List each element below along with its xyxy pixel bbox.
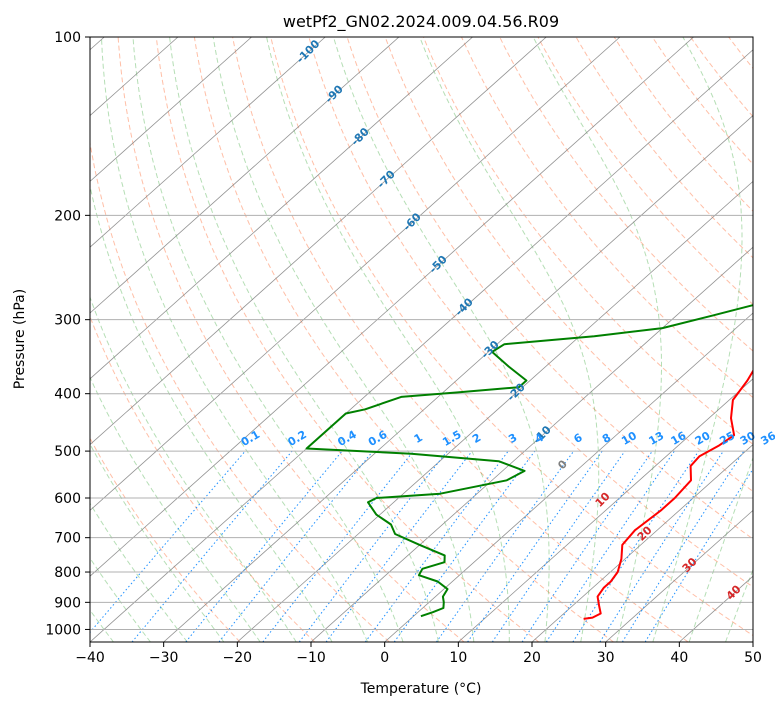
- dry-adiabat-line: [651, 37, 753, 165]
- mixing-ratio-line: [364, 450, 509, 642]
- dry-adiabat-line: [193, 37, 614, 642]
- moist-adiabat-line: [169, 37, 439, 642]
- moist-adiabat-line: [212, 37, 475, 642]
- skew-isotherm-line: [90, 37, 621, 511]
- dry-adiabat-line: [270, 37, 753, 637]
- mixing-ratio-line: [131, 450, 293, 642]
- skew-isotherm-line: [90, 37, 252, 182]
- skew-isotherm-line: [90, 37, 547, 446]
- y-axis: 1000 900 800 700 600 500 400 300 200 100: [45, 30, 90, 638]
- mixing-ratio-line: [572, 450, 700, 642]
- pressure-gridlines: [90, 37, 753, 630]
- moist-adiabat-line: [90, 557, 151, 642]
- y-tick-label: 1000: [45, 622, 81, 638]
- y-tick-label: 100: [54, 30, 81, 46]
- skew-isotherm-line: [163, 115, 753, 642]
- dry-adiabat-line: [384, 37, 753, 493]
- skew-isotherm-line: [458, 378, 753, 642]
- moist-adiabat-line: [419, 37, 600, 642]
- moist-adiabat-line: [90, 443, 225, 642]
- chart-title: wetPf2_GN02.2024.009.04.56.R09: [283, 12, 559, 32]
- x-tick-label: 0: [380, 650, 389, 666]
- y-axis-label: Pressure (hPa): [12, 289, 28, 389]
- x-tick-label: 10: [449, 650, 467, 666]
- mixing-ratio-line: [545, 450, 675, 642]
- y-tick-label: 600: [54, 491, 81, 507]
- mixing-ratio-line: [393, 450, 536, 642]
- dry-adiabat-line: [155, 37, 540, 642]
- y-tick-label: 500: [54, 444, 81, 460]
- moist-adiabat-line: [101, 37, 369, 642]
- x-tick-label: −30: [149, 650, 179, 666]
- skew-isotherm-line: [90, 49, 753, 642]
- x-tick-label: −10: [296, 650, 326, 666]
- dewpoint-profile-line: [305, 304, 753, 618]
- moist-adiabat-line: [90, 295, 297, 642]
- skew-isotherm-line: [90, 37, 473, 380]
- skew-isotherm-line: [90, 37, 400, 314]
- dry-adiabat-line: [461, 37, 753, 399]
- dry-adiabat-line: [575, 37, 753, 259]
- moist-adiabat-line: [688, 456, 753, 642]
- moist-adiabat-line: [90, 183, 333, 642]
- temperature-profile-line: [583, 369, 753, 620]
- sounding-profiles: [305, 304, 753, 620]
- moist-adiabat-line: [532, 37, 662, 642]
- dry-adiabat-line: [232, 37, 689, 642]
- dry-adiabat-line: [346, 37, 753, 540]
- skew-isotherm-line: [90, 37, 694, 577]
- mixing-ratio-line: [436, 450, 575, 642]
- x-tick-label: −40: [75, 650, 105, 666]
- skew-isotherm-line: [310, 246, 753, 642]
- x-tick-label: 30: [597, 650, 615, 666]
- x-axis: −40 −30 −20 −10 0 10 20 30 40 50: [75, 642, 762, 666]
- dry-adiabat-line: [537, 37, 753, 306]
- dry-adiabat-line: [90, 437, 241, 642]
- mixing-ratio-line: [218, 450, 374, 642]
- skew-isotherm-line: [237, 180, 753, 642]
- skew-isotherm-line: [605, 509, 753, 642]
- y-tick-label: 900: [54, 595, 81, 611]
- mixing-ratio-line: [621, 450, 745, 642]
- mixing-ratio-line: [491, 450, 626, 642]
- moist-adiabat-line: [132, 37, 404, 642]
- dry-adiabat-line: [308, 37, 753, 588]
- mixing-ratio-line: [521, 450, 653, 642]
- background-lines: [90, 37, 753, 642]
- x-tick-label: 50: [744, 650, 762, 666]
- mixing-ratio-line: [467, 450, 603, 642]
- x-axis-label: Temperature (°C): [360, 681, 482, 697]
- y-tick-label: 300: [54, 313, 81, 329]
- dry-adiabat-line: [90, 140, 390, 642]
- mixing-ratio-line: [185, 450, 343, 642]
- x-tick-label: −20: [223, 650, 253, 666]
- dry-adiabat-line: [90, 315, 316, 642]
- dry-adiabat-line: [499, 37, 753, 352]
- moist-adiabat-line: [90, 502, 188, 642]
- plot-frame: [89, 36, 754, 643]
- moist-adiabat-line: [652, 37, 743, 642]
- y-tick-label: 700: [54, 531, 81, 547]
- moist-adiabat-line: [333, 37, 550, 642]
- dry-adiabat-line: [117, 37, 465, 642]
- mixing-ratio-label: 36: [759, 429, 775, 448]
- y-tick-label: 800: [54, 565, 81, 581]
- mixing-ratio-line: [599, 450, 724, 642]
- y-tick-label: 400: [54, 387, 81, 403]
- skew-isotherm-line: [531, 444, 753, 642]
- x-tick-label: 20: [523, 650, 541, 666]
- skew-isotherm-line: [384, 312, 753, 642]
- x-tick-label: 40: [670, 650, 688, 666]
- dry-adiabat-line: [422, 37, 753, 445]
- y-tick-label: 200: [54, 208, 81, 224]
- skew-isotherm-line: [90, 37, 326, 248]
- moist-adiabat-line: [266, 37, 510, 642]
- moist-adiabat-line: [90, 376, 261, 642]
